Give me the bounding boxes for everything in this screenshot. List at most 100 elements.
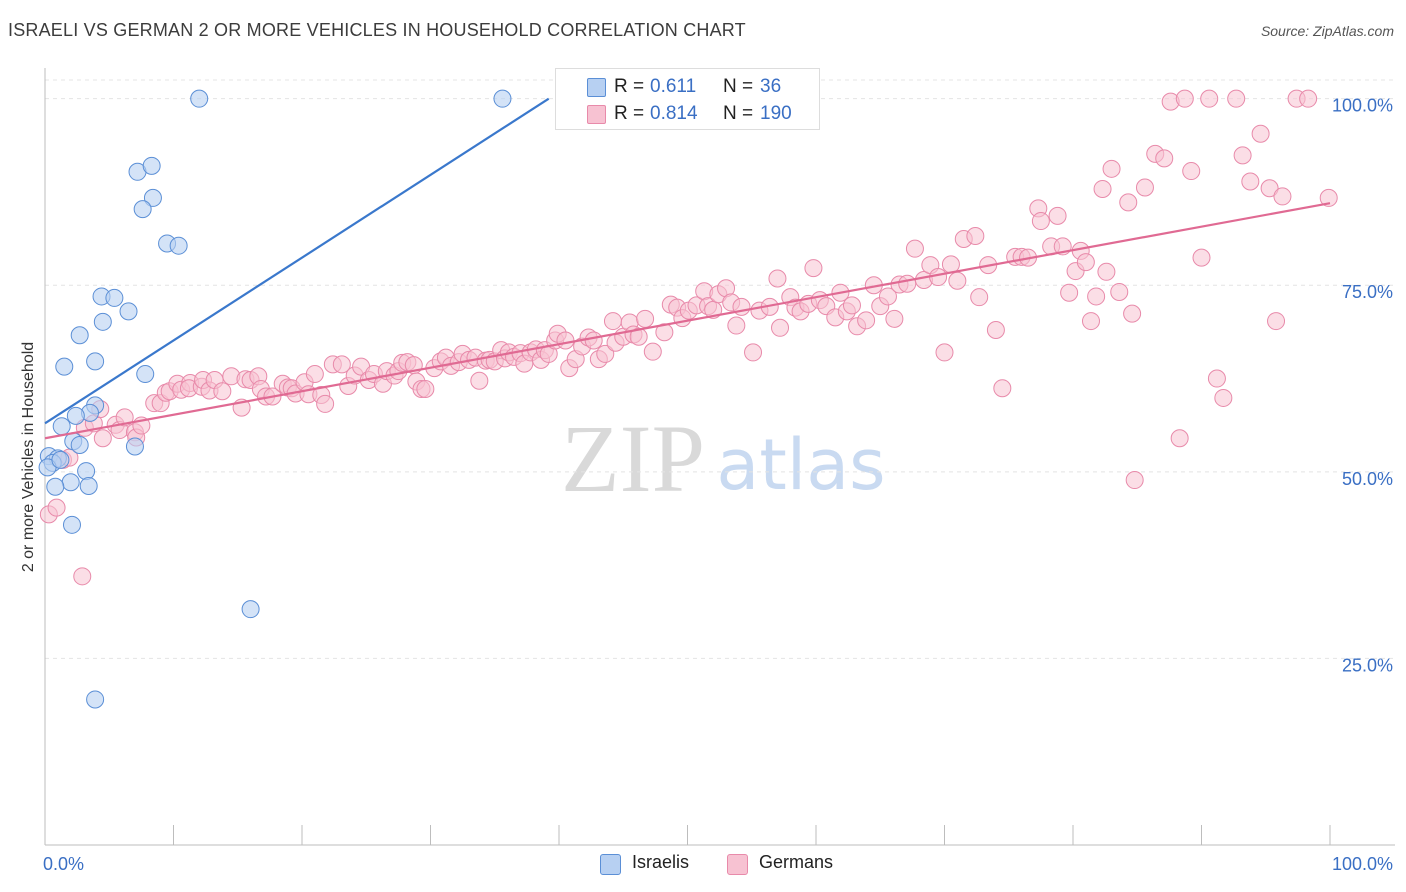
y-tick-label: 50.0% — [1342, 469, 1393, 489]
y-tick-label: 75.0% — [1342, 282, 1393, 302]
germans-legend-swatch — [727, 854, 748, 875]
israeli-point — [119, 302, 138, 321]
israeli-point — [61, 473, 80, 492]
german-point — [629, 327, 648, 346]
german-point — [905, 239, 924, 258]
israeli-point — [133, 200, 152, 219]
trend-lines — [44, 97, 1331, 440]
israelis-trend-line — [44, 97, 550, 425]
n-label: N = — [723, 76, 754, 97]
german-point — [1319, 188, 1338, 207]
german-point — [771, 318, 790, 337]
german-point — [643, 342, 662, 361]
correlation-legend: R = 0.611 N = 36 R = 0.814 N = 190 — [555, 68, 820, 130]
israeli-point — [55, 357, 74, 376]
german-point — [584, 331, 603, 350]
german-point — [1119, 193, 1138, 212]
israeli-point — [142, 156, 161, 175]
n-value: 36 — [760, 76, 782, 97]
german-point — [878, 287, 897, 306]
german-point — [1233, 146, 1252, 165]
german-point — [1241, 172, 1260, 191]
israeli-point — [52, 417, 71, 436]
german-point — [744, 343, 763, 362]
german-point — [1097, 262, 1116, 281]
israeli-point — [70, 326, 89, 345]
israeli-point — [66, 406, 85, 425]
legend-row-israelis: R = 0.611 N = 36 — [556, 74, 819, 100]
german-point — [1031, 212, 1050, 231]
german-point — [1110, 282, 1129, 301]
german-point — [986, 321, 1005, 340]
n-value: 190 — [760, 103, 792, 124]
israeli-point — [46, 477, 65, 496]
israeli-point — [86, 690, 105, 709]
israeli-point — [70, 435, 89, 454]
german-point — [1227, 89, 1246, 108]
german-point — [1200, 89, 1219, 108]
legend-row-germans: R = 0.814 N = 190 — [556, 101, 819, 127]
german-point — [842, 296, 861, 315]
x-tick-label: 100.0% — [1332, 854, 1393, 874]
german-point — [1125, 471, 1144, 490]
german-point — [305, 365, 324, 384]
german-point — [1155, 149, 1174, 168]
german-point — [93, 429, 112, 448]
israeli-point — [169, 236, 188, 255]
y-tick-label: 25.0% — [1342, 655, 1393, 675]
y-tick-label: 100.0% — [1332, 96, 1393, 116]
r-label: R = — [614, 103, 645, 124]
german-point — [332, 355, 351, 374]
german-point — [470, 371, 489, 390]
german-point — [935, 343, 954, 362]
israeli-point — [77, 462, 96, 481]
watermark: ZIP atlas — [561, 405, 886, 512]
german-point — [727, 316, 746, 335]
german-point — [596, 344, 615, 363]
german-point — [1207, 369, 1226, 388]
r-label: R = — [614, 76, 645, 97]
german-point — [1267, 312, 1286, 331]
german-point — [47, 498, 66, 517]
germans-trend-line — [44, 202, 1331, 440]
tick-labels: 25.0% 50.0% 75.0% 100.0% 0.0% 100.0% — [43, 96, 1393, 874]
israeli-point — [79, 477, 98, 496]
israeli-point — [241, 600, 260, 619]
germans-legend-label: Germans — [759, 852, 834, 872]
israelis-swatch — [587, 78, 606, 97]
german-point — [1299, 89, 1318, 108]
r-value: 0.814 — [650, 103, 698, 124]
german-point — [316, 394, 335, 413]
german-point — [966, 226, 985, 245]
axes — [44, 68, 1395, 846]
german-point — [1081, 312, 1100, 331]
israeli-point — [62, 515, 81, 534]
german-point — [603, 312, 622, 331]
german-point — [948, 271, 967, 290]
israeli-point — [86, 352, 105, 371]
german-point — [1123, 304, 1142, 323]
israeli-point — [143, 188, 162, 207]
german-point — [636, 309, 655, 328]
german-point — [213, 382, 232, 401]
israelis-legend-label: Israelis — [632, 852, 690, 872]
source-label: Source: ZipAtlas.com — [1260, 23, 1394, 39]
german-point — [1251, 124, 1270, 143]
german-point — [556, 331, 575, 350]
german-point — [73, 567, 92, 586]
german-point — [416, 379, 435, 398]
israeli-point — [125, 437, 144, 456]
germans-swatch — [587, 105, 606, 124]
german-point — [857, 311, 876, 330]
n-label: N = — [723, 103, 754, 124]
israeli-point — [493, 89, 512, 108]
german-point — [1048, 206, 1067, 225]
german-point — [1214, 388, 1233, 407]
x-tick-label: 0.0% — [43, 854, 84, 874]
israeli-point — [190, 89, 209, 108]
israeli-point — [105, 288, 124, 307]
german-point — [768, 269, 787, 288]
german-point — [804, 259, 823, 278]
german-point — [1102, 159, 1121, 178]
german-point — [885, 309, 904, 328]
